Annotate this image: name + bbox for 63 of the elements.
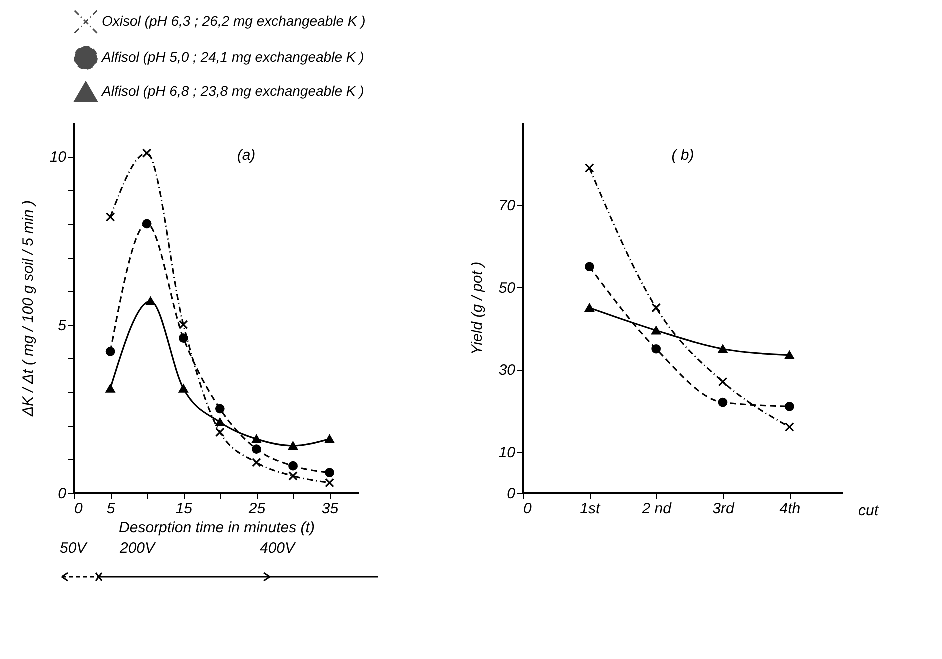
point	[215, 418, 225, 427]
x-tick-label: 1st	[580, 500, 601, 518]
x-tick-label: 3rd	[712, 500, 735, 518]
text: ( b)	[672, 147, 694, 164]
y-tick-label: 10	[50, 149, 68, 166]
point	[252, 458, 262, 468]
x-tick-label: 0	[74, 500, 84, 518]
point	[718, 377, 728, 387]
x-tick-label: 5	[106, 500, 116, 518]
y-tick-label: 0	[58, 486, 68, 502]
y-tick-label: 0	[507, 486, 516, 502]
y-axis-title: ΔK / Δt ( mg / 100 g soil / 5 min )	[20, 200, 37, 418]
point	[288, 442, 298, 450]
y-tick-label: 70	[498, 198, 516, 215]
point	[584, 304, 594, 312]
y-tick-label: 30	[498, 362, 516, 380]
point	[146, 297, 156, 306]
point	[784, 351, 794, 360]
x-tick-label: 2 nd	[641, 500, 672, 518]
text: (a)	[237, 147, 256, 164]
point	[325, 478, 334, 488]
text: 200V	[120, 540, 156, 557]
point	[178, 384, 188, 393]
y-tick-label: 5	[58, 317, 68, 334]
point	[325, 435, 334, 444]
x-tick-label: 15	[176, 500, 194, 518]
point	[718, 398, 728, 408]
text: 50V	[60, 540, 87, 557]
point	[652, 303, 662, 313]
point	[288, 472, 298, 481]
point	[325, 468, 334, 478]
y-axis-title: Yield (g / pot )	[468, 262, 486, 356]
point	[584, 262, 594, 272]
point	[215, 428, 225, 438]
point	[142, 219, 152, 229]
point	[106, 212, 116, 222]
point	[178, 334, 188, 343]
y-tick-label: 10	[498, 444, 516, 462]
y-tick-label: 50	[498, 280, 516, 297]
point	[252, 444, 262, 454]
x-tick-label: 0	[524, 500, 532, 518]
point	[106, 347, 116, 356]
point	[784, 402, 794, 412]
point	[652, 344, 662, 354]
point	[215, 404, 225, 414]
point	[106, 384, 116, 393]
point	[784, 422, 794, 432]
legend-label: Oxisol (pH 6,3 ; 26,2 mg exchangeable K )	[102, 13, 366, 29]
x-tick-label: 35	[322, 500, 340, 518]
point	[584, 164, 594, 173]
x-tick-label: 25	[248, 500, 266, 518]
text: 400V	[260, 540, 296, 557]
point	[252, 435, 262, 444]
x-tick-label: 4th	[780, 500, 801, 518]
legend-label: Alfisol (pH 6,8 ; 23,8 mg exchangeable K )	[101, 83, 364, 99]
x-axis-title: cut	[858, 502, 880, 520]
point	[288, 461, 298, 471]
point	[718, 344, 728, 354]
point	[652, 326, 662, 335]
point	[142, 148, 152, 158]
point	[178, 320, 188, 330]
legend-label: Alfisol (pH 5,0 ; 24,1 mg exchangeable K )	[101, 49, 364, 65]
x-axis-title: Desorption time in minutes (t)	[119, 520, 315, 536]
